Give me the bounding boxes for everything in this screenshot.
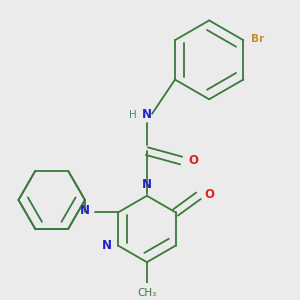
Text: O: O <box>188 154 198 167</box>
Text: O: O <box>205 188 215 201</box>
Text: N: N <box>142 178 152 190</box>
Text: CH₃: CH₃ <box>137 288 157 298</box>
Text: Br: Br <box>250 34 264 44</box>
Text: N: N <box>80 204 90 217</box>
Text: N: N <box>102 239 112 252</box>
Text: H: H <box>129 110 136 120</box>
Text: N: N <box>142 108 152 121</box>
